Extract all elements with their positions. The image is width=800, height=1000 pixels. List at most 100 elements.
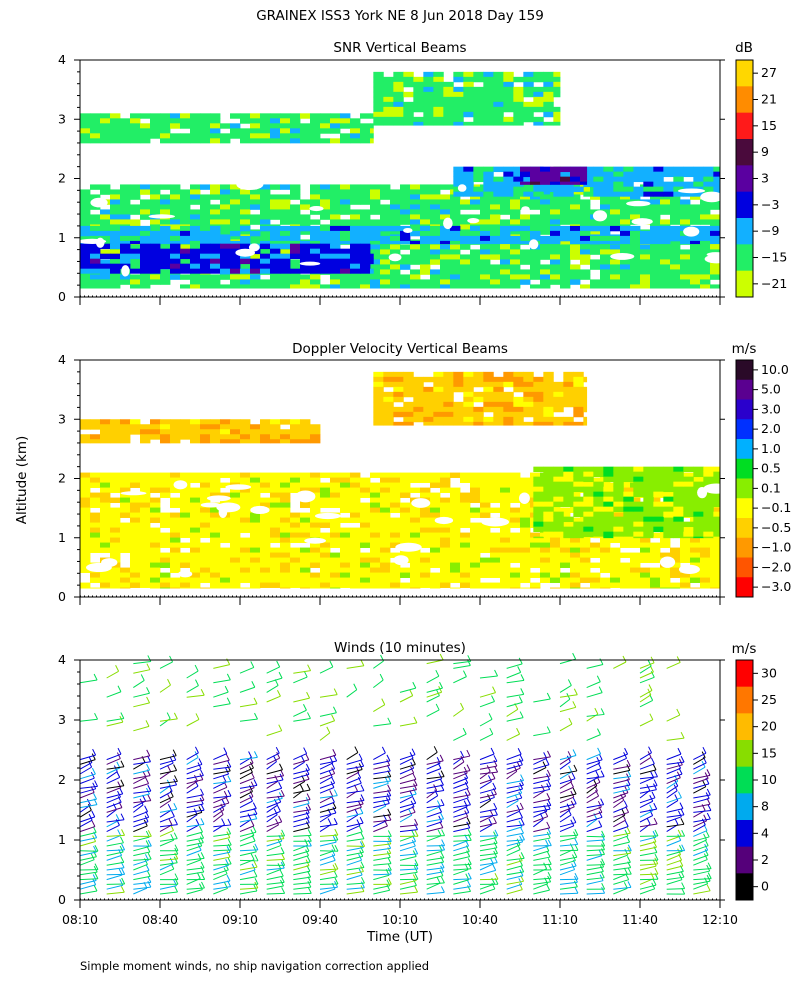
field-cell [690, 274, 701, 280]
field-cell [350, 258, 361, 265]
field-cell [540, 264, 551, 270]
field-cell [550, 572, 561, 578]
field-cell [403, 406, 414, 413]
wind-barb-flag [88, 760, 93, 768]
field-cell [540, 229, 551, 235]
field-cell [200, 557, 211, 563]
field-cell [570, 166, 581, 173]
field-cell [260, 582, 271, 588]
field-cell [700, 557, 711, 563]
wind-barb [159, 816, 175, 823]
wind-barb [133, 793, 150, 799]
field-cell [160, 424, 171, 430]
field-cell [713, 531, 721, 538]
field-cell [190, 248, 201, 255]
field-cell [710, 284, 721, 289]
field-cell [700, 230, 711, 237]
field-cell [483, 176, 494, 183]
wind-barb-flag [253, 860, 258, 868]
wind-barb-flag [250, 853, 255, 860]
field-cell [510, 254, 521, 260]
field-cell [470, 259, 481, 265]
field-cell [433, 391, 444, 398]
field-cell [463, 111, 474, 118]
wind-barb-flag [359, 816, 364, 824]
field-cell [160, 133, 171, 139]
field-cell [550, 557, 561, 563]
wind-barb [79, 791, 95, 799]
wind-barb-flag [145, 864, 150, 871]
field-cell [170, 527, 181, 533]
field-cell [490, 587, 501, 589]
field-cell [300, 582, 311, 588]
field-cell [200, 482, 211, 488]
field-cell [80, 234, 91, 240]
field-cell [450, 284, 461, 289]
figure-title: GRAINEX ISS3 York NE 8 Jun 2018 Day 159 [256, 8, 544, 24]
field-cell [390, 552, 401, 558]
field-cell [110, 482, 121, 488]
field-cell [410, 224, 421, 230]
field-cell [230, 567, 241, 573]
field-cell [680, 587, 691, 589]
field-cell [110, 230, 121, 237]
field-cell [570, 582, 581, 588]
field-cell [563, 421, 574, 426]
field-cell [533, 501, 544, 508]
field-cell [180, 507, 191, 513]
field-cell [150, 419, 161, 425]
field-cell [410, 240, 421, 245]
field-cell [120, 214, 131, 220]
field-cell [170, 240, 181, 245]
field-cell [470, 537, 481, 543]
field-cell [550, 264, 561, 270]
data-gap [78, 238, 107, 244]
colorbar-tick-label: 3.0 [761, 401, 781, 416]
field-cell [240, 209, 251, 215]
field-cell [650, 235, 661, 242]
field-cell [570, 492, 581, 498]
field-cell [653, 176, 664, 183]
field-cell [180, 214, 191, 220]
field-cell [380, 522, 391, 528]
field-cell [430, 184, 441, 190]
field-cell [453, 101, 464, 108]
field-cell [250, 234, 261, 240]
field-cell [440, 532, 451, 538]
field-cell [190, 507, 201, 513]
field-cell [350, 502, 361, 508]
field-cell [450, 209, 461, 215]
field-cell [560, 284, 571, 289]
field-cell [90, 248, 101, 255]
field-cell [630, 240, 641, 245]
field-cell [190, 138, 201, 144]
field-cell [130, 429, 141, 435]
field-cell [583, 386, 588, 393]
field-cell [513, 91, 524, 98]
wind-barb [106, 691, 122, 698]
field-cell [200, 138, 211, 144]
field-cell [483, 171, 494, 178]
field-cell [120, 582, 131, 588]
field-cell [260, 184, 271, 190]
field-cell [713, 536, 721, 539]
field-cell [260, 243, 271, 250]
field-cell [440, 512, 451, 518]
wind-barb [186, 887, 205, 890]
field-cell [550, 259, 561, 265]
field-cell [140, 263, 151, 270]
field-cell [150, 204, 161, 210]
field-cell [590, 264, 601, 270]
field-cell [130, 118, 141, 124]
field-cell [603, 171, 614, 178]
field-cell [450, 572, 461, 578]
field-cell [440, 235, 451, 242]
field-cell [500, 537, 511, 543]
wind-barb [293, 855, 309, 861]
field-cell [393, 391, 404, 398]
field-cell [180, 497, 191, 503]
field-cell [260, 562, 271, 568]
field-cell [633, 516, 644, 523]
colorbar-tick-label: −21 [761, 276, 787, 291]
wind-barb-flag [333, 870, 338, 878]
